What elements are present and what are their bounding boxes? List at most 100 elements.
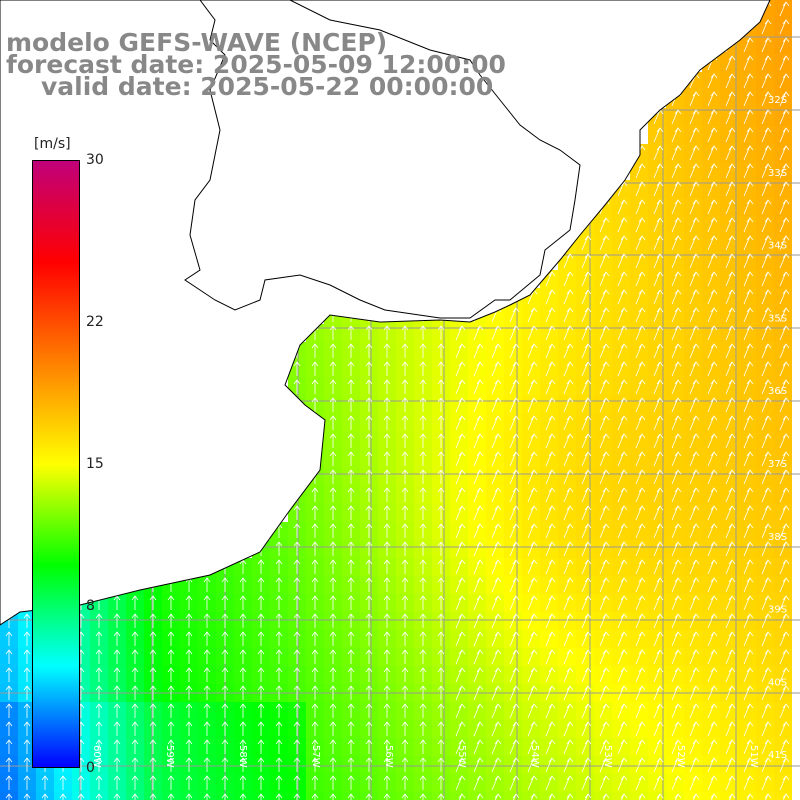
wind-arrow [527,415,538,431]
wind-arrow [707,163,718,179]
wind-arrow [473,667,484,683]
wind-arrow [347,325,355,340]
wind-arrow [491,613,502,629]
wind-arrow [329,343,337,358]
wind-arrow [617,559,628,575]
wind-arrow [473,685,484,701]
wind-arrow [617,487,628,503]
wind-arrow [437,613,445,628]
wind-cell [774,792,792,800]
wind-arrow [527,595,538,611]
longitude-labels: 60W 59W 58W 57W 56W 55W 54W 53W 52W 51W [91,745,759,768]
wind-arrow [653,343,664,359]
wind-arrow [473,649,484,665]
wind-arrow [509,721,520,737]
wind-arrow [491,739,502,755]
wind-arrow [383,397,391,412]
wind-arrow [275,793,283,800]
wind-arrow [746,793,754,800]
wind-arrow [347,739,355,754]
wind-arrow [329,577,337,592]
wind-arrow [293,631,301,646]
wind-arrow [365,667,373,682]
wind-arrow [131,721,139,736]
wind-arrow [761,109,772,125]
wind-arrow [743,181,754,197]
wind-arrow [365,415,373,430]
wind-arrow [311,631,319,646]
wind-arrow [221,721,229,736]
latitude-label: 34S [768,241,787,252]
wind-arrow [527,541,538,557]
wind-arrow [419,685,427,700]
wind-arrow [527,577,538,593]
wind-arrow [689,271,700,287]
wind-arrow [671,397,682,413]
wind-arrow [329,649,337,664]
wind-cell [756,792,774,800]
wind-arrow [779,181,790,197]
wind-arrow [455,361,466,377]
wind-arrow [545,361,556,377]
wind-arrow [617,307,628,323]
wind-arrow [509,469,520,485]
longitude-label: 59W [164,745,175,768]
wind-arrow [617,325,628,341]
wind-arrow [23,703,31,718]
wind-arrow [419,433,427,448]
wind-arrow [509,703,520,719]
wind-arrow [401,379,409,394]
longitude-label: 54W [529,745,540,768]
wind-arrow [491,775,502,791]
wind-arrow [599,343,610,359]
wind-arrow [599,667,610,683]
wind-arrow [635,631,646,647]
wind-arrow [23,721,31,736]
wind-arrow [689,703,700,719]
wind-arrow [617,469,628,485]
wind-arrow [455,541,466,557]
wind-arrow [743,541,754,557]
wind-arrow [545,469,556,485]
wind-arrow [563,343,574,359]
wind-arrow [527,433,538,449]
wind-arrow [311,343,319,358]
wind-arrow [455,631,466,647]
wind-arrow [509,523,520,539]
wind-arrow [689,289,700,305]
wind-arrow [653,631,664,647]
wind-arrow [563,559,574,575]
wind-arrow [383,541,391,556]
wind-arrow [635,181,646,197]
wind-arrow [671,613,682,629]
wind-arrow [635,289,646,305]
wind-arrow [599,775,610,791]
wind-arrow [707,199,718,215]
wind-arrow [689,127,700,143]
wind-arrow [635,559,646,575]
wind-arrow [707,415,718,431]
wind-arrow [581,361,592,377]
wind-arrow [743,397,754,413]
wind-arrow [437,451,445,466]
wind-arrow [707,667,718,683]
wind-arrow [617,271,628,287]
wind-arrow [707,559,718,575]
wind-arrow [743,235,754,251]
wind-arrow [671,343,682,359]
wind-arrow [599,217,610,233]
wind-arrow [329,667,337,682]
wind-arrow [725,433,736,449]
wind-arrow [707,307,718,323]
colorbar-tick-30: 30 [86,152,104,168]
wind-arrow [779,235,790,251]
wind-arrow [761,289,772,305]
wind-arrow [491,667,502,683]
wind-arrow [491,631,502,647]
wind-arrow [545,379,556,395]
wind-arrow [779,253,790,269]
wind-arrow [599,505,610,521]
wind-arrow [656,793,664,800]
wind-arrow [563,703,574,719]
wind-arrow [779,55,790,71]
